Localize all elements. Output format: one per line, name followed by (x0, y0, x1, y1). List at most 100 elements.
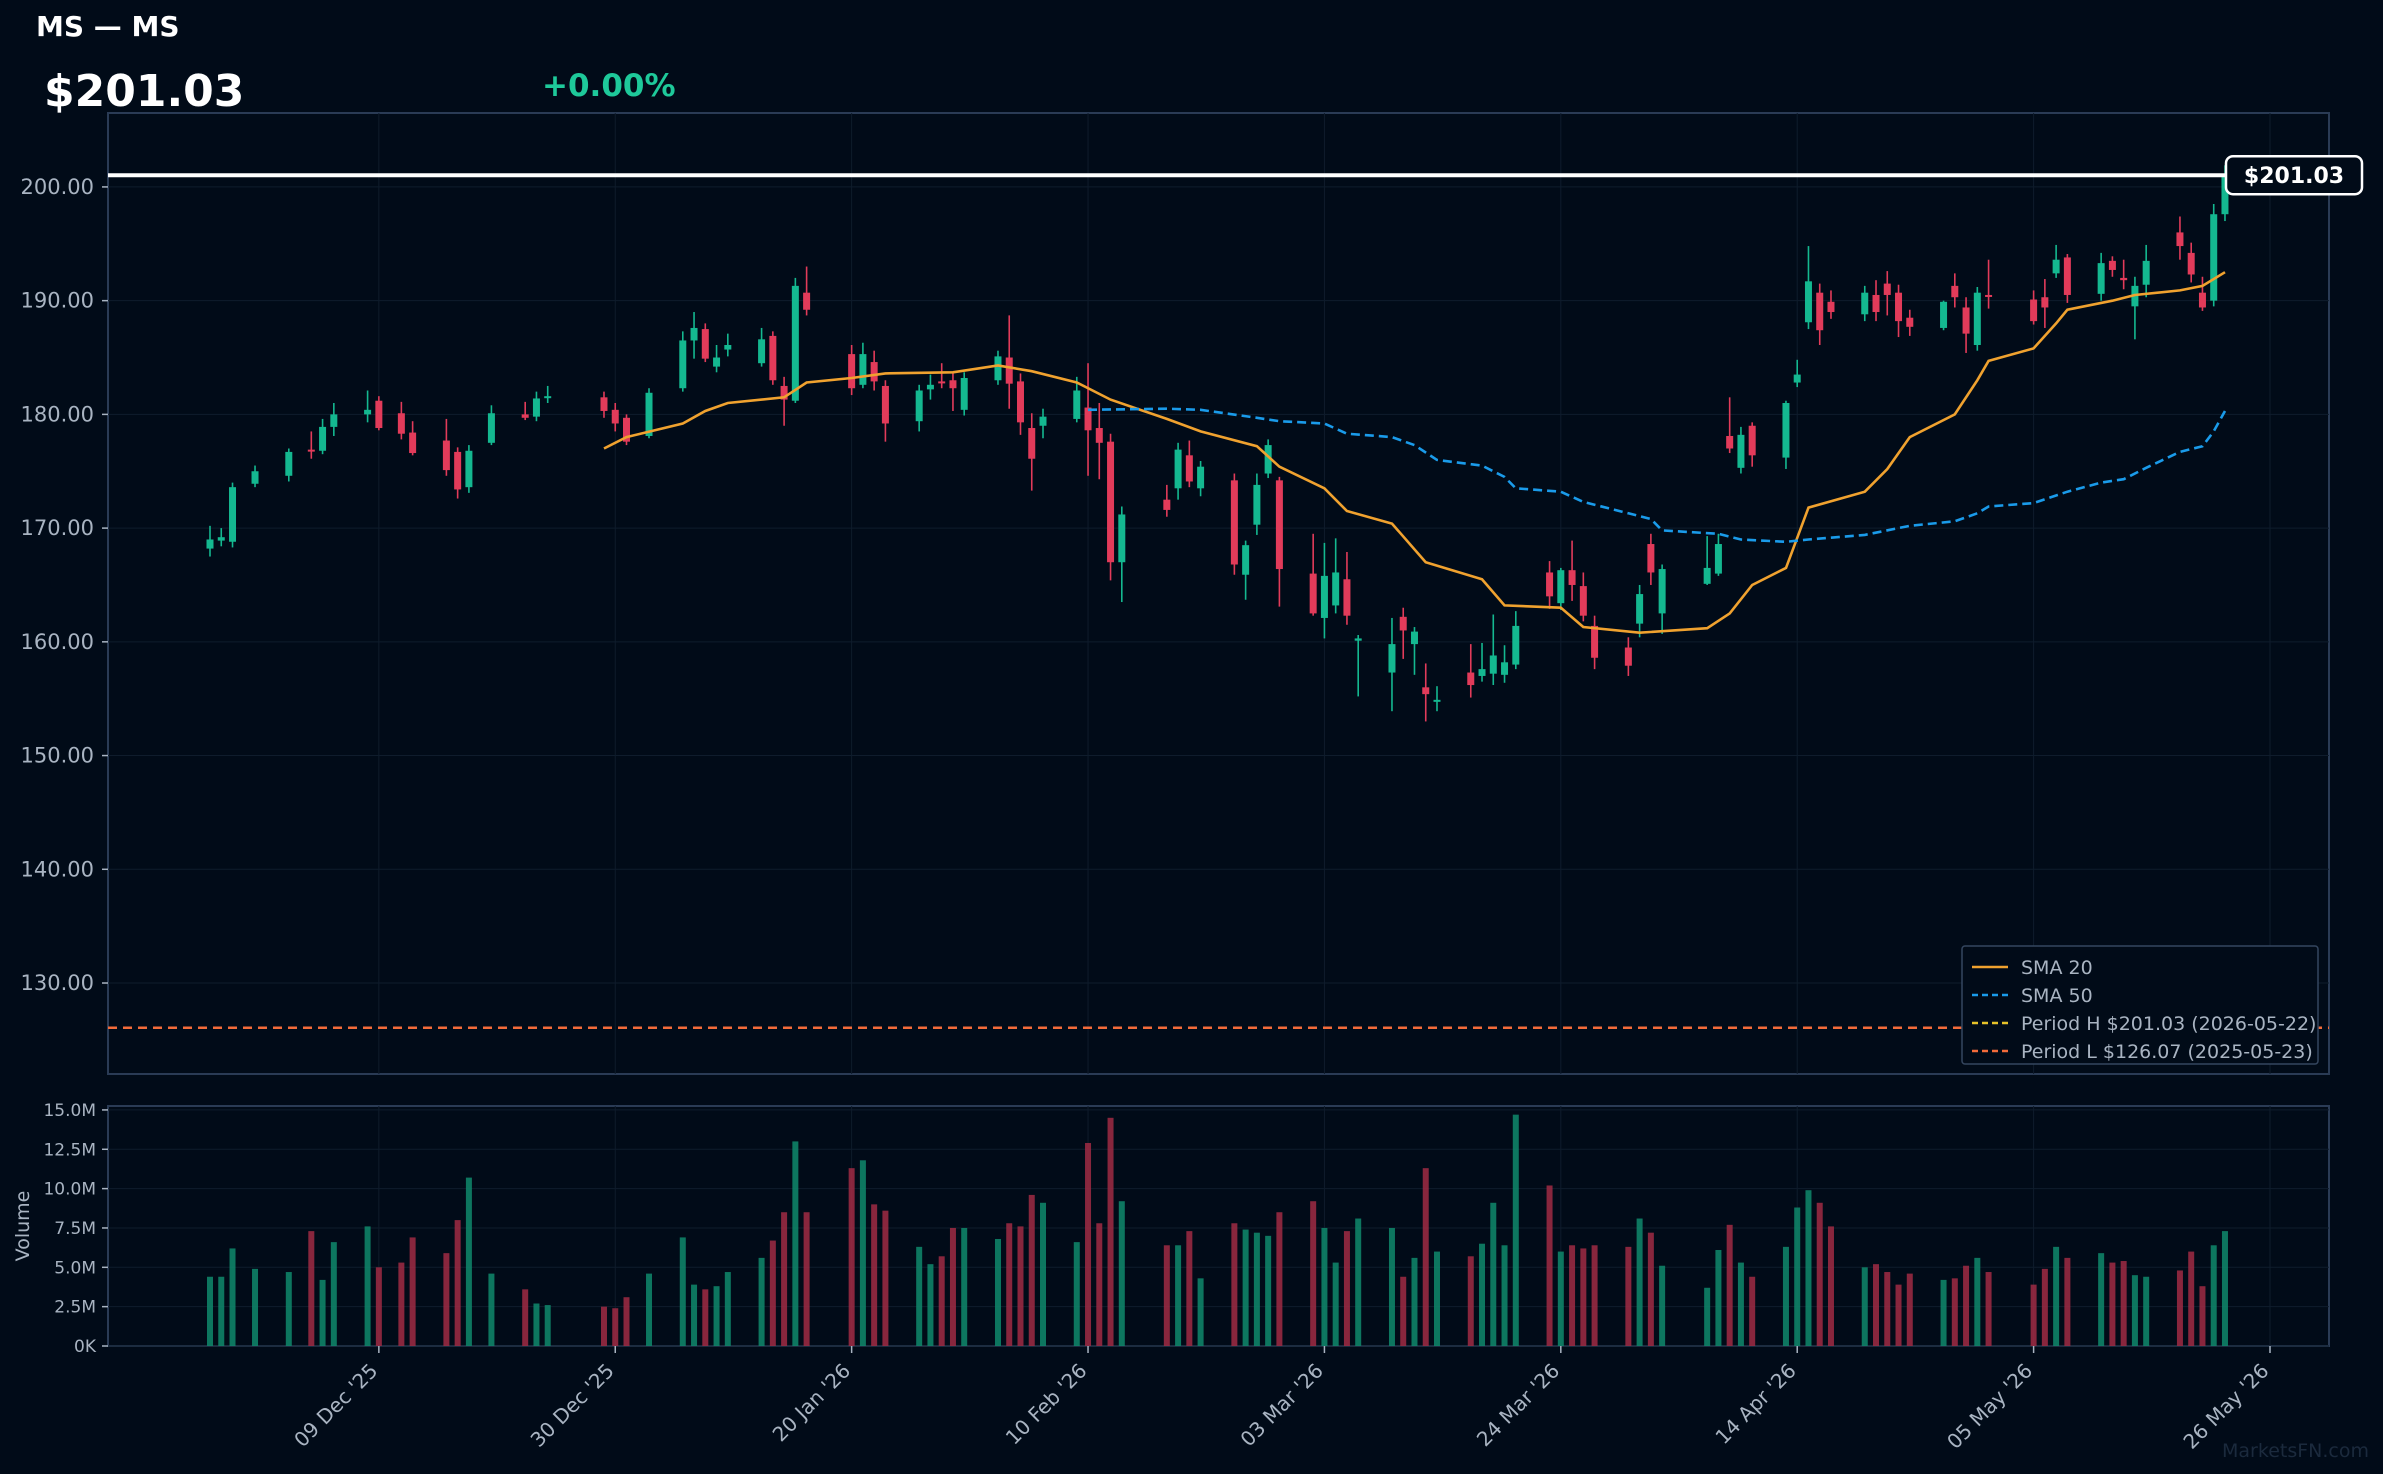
volume-bar (2221, 1231, 2228, 1346)
volume-bar (1422, 1168, 1429, 1346)
candle-body (713, 357, 721, 367)
candle-body (2041, 297, 2049, 308)
volume-bar (2064, 1257, 2071, 1346)
candle-body (454, 451, 462, 490)
candle-body (1658, 569, 1666, 614)
volume-bar (702, 1289, 709, 1346)
candle-body (938, 381, 946, 384)
volume-bar (1073, 1242, 1080, 1346)
volume-bar (1085, 1142, 1092, 1346)
candle-body (2030, 299, 2038, 322)
volume-bar (1321, 1227, 1328, 1346)
legend-entry: Period L $126.07 (2025-05-23) (2021, 1041, 2313, 1063)
candle-body (532, 398, 540, 417)
candle-body (2108, 260, 2116, 270)
volume-bar (443, 1253, 450, 1346)
candle-body (915, 390, 923, 422)
volume-bar (1895, 1284, 1902, 1346)
volume-bar (2041, 1268, 2048, 1346)
price-tick-label: 150.00 (21, 744, 94, 768)
candle-body (1039, 416, 1047, 426)
candle-body (1354, 638, 1362, 641)
volume-bar (949, 1227, 956, 1346)
candle-body (1624, 647, 1632, 666)
candle-body (319, 426, 327, 451)
volume-panel: 0K 2.5M 5.0M 7.5M 10.0M 12.5M 15.0M Volume (12, 1101, 2330, 1357)
volume-bar (207, 1276, 213, 1346)
volume-bar (1163, 1245, 1170, 1346)
volume-bar (1726, 1224, 1733, 1346)
volume-bar (961, 1227, 968, 1346)
candle-body (1028, 428, 1036, 459)
volume-bar (218, 1276, 225, 1346)
candle-body (1793, 374, 1801, 383)
current-price: $201.03 (44, 66, 245, 117)
volume-bar (2098, 1253, 2105, 1346)
candle-body (679, 340, 687, 389)
candle-body (1410, 631, 1418, 645)
candle-body (1782, 403, 1790, 458)
volume-bar (488, 1273, 495, 1346)
volume-tick-label: 7.5M (54, 1219, 96, 1239)
volume-bar (1951, 1278, 1958, 1346)
candle-body (1804, 281, 1812, 323)
volume-bar (1186, 1231, 1193, 1346)
volume-bar (1569, 1245, 1576, 1346)
volume-bar (1512, 1114, 1519, 1346)
candle-body (2221, 175, 2229, 215)
candle-body (1591, 625, 1599, 658)
candle-body (307, 449, 315, 452)
volume-bar (2053, 1246, 2060, 1346)
candle-body (791, 285, 799, 401)
candle-body (285, 451, 293, 476)
volume-bar (1782, 1246, 1789, 1346)
volume-bar (1715, 1250, 1722, 1346)
volume-bar (769, 1240, 776, 1346)
volume-bar (927, 1264, 934, 1346)
candle-body (375, 400, 383, 429)
volume-bar (2210, 1245, 2217, 1346)
volume-tick-label: 15.0M (43, 1101, 96, 1121)
candle-body (949, 380, 957, 389)
volume-bar (2143, 1276, 2150, 1346)
candle-body (1320, 575, 1328, 618)
volume-bar (1974, 1257, 1981, 1346)
candle-body (1962, 307, 1970, 334)
volume-bar (938, 1256, 945, 1346)
candle-body (1985, 294, 1993, 297)
candle-body (1478, 669, 1486, 676)
candle-body (465, 450, 473, 488)
candle-body (330, 414, 338, 427)
candle-body (1174, 449, 1182, 489)
volume-bar (2109, 1262, 2116, 1346)
candle-body (769, 335, 777, 381)
price-tick-label: 170.00 (21, 516, 94, 540)
volume-bar (364, 1226, 371, 1346)
candle-body (1973, 292, 1981, 346)
volume-bar (1985, 1272, 1992, 1346)
watermark: MarketsFN.com (2222, 1440, 2369, 1462)
candle-body (1084, 407, 1092, 431)
candle-body (1399, 616, 1407, 631)
candle-body (1185, 455, 1193, 482)
volume-frame (107, 1105, 2330, 1347)
volume-bar (691, 1284, 698, 1346)
volume-bar (544, 1305, 551, 1346)
candle-body (487, 413, 495, 443)
volume-bar (1197, 1278, 1204, 1346)
volume-bar (1636, 1218, 1643, 1346)
candle-body (1579, 586, 1587, 616)
volume-bar (1400, 1276, 1407, 1346)
volume-bar (623, 1297, 630, 1346)
volume-bar (308, 1231, 315, 1346)
volume-bar (522, 1289, 529, 1346)
volume-bar (1411, 1257, 1418, 1346)
volume-bar (1040, 1202, 1047, 1346)
volume-bar (1861, 1267, 1868, 1346)
candle-body (251, 471, 259, 484)
candle-body (926, 384, 934, 390)
volume-bar (882, 1210, 889, 1346)
legend: SMA 20 SMA 50 Period H $201.03 (2026-05-22… (1961, 945, 2319, 1065)
volume-bar (1546, 1185, 1553, 1346)
